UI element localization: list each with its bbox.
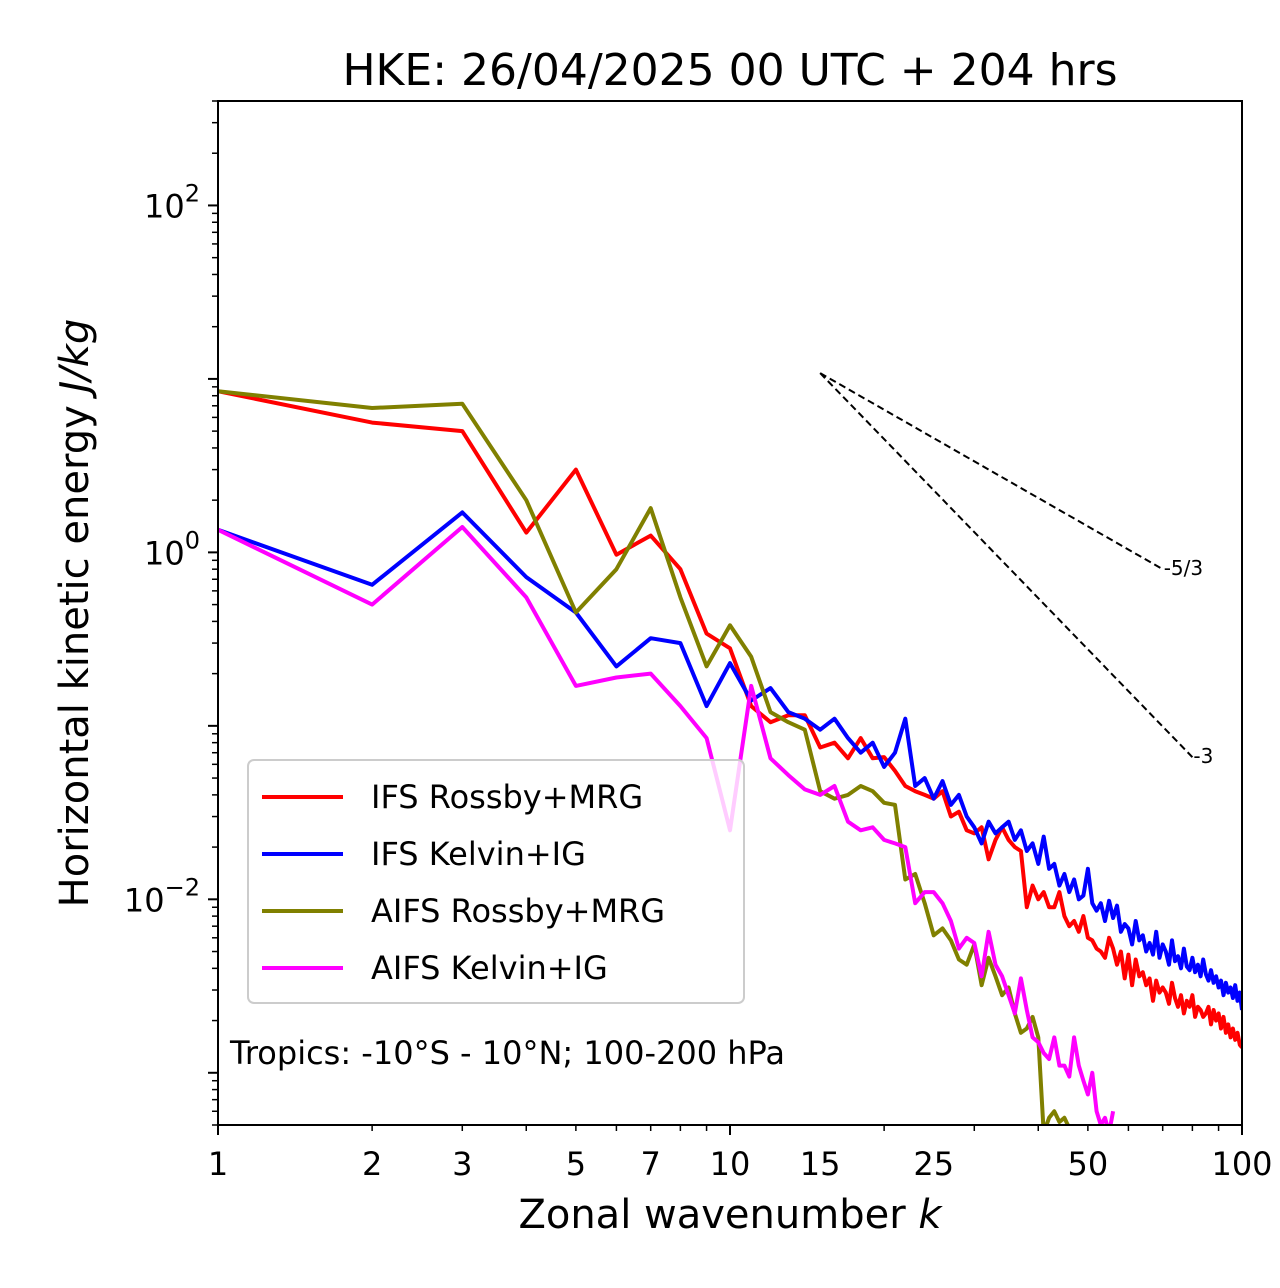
reference-line-1 [819,372,1164,571]
series-line-2 [218,510,1242,1011]
y-tick-label: 100 [144,526,200,572]
legend-label-1: IFS Rossby+MRG [371,778,643,816]
y-tick-label: 10−2 [124,873,200,919]
x-axis-ticks: 1 2 3 5 7 10 15 25 50 100 [208,1125,1273,1183]
reference-line-label-1: -5/3 [1164,556,1203,580]
reference-line-2 [819,372,1194,758]
x-tick-label: 7 [641,1145,661,1183]
x-tick-label: 25 [913,1145,954,1183]
x-tick-label: 15 [800,1145,841,1183]
y-axis-ticks: 10−2 100 102 [124,100,218,1126]
x-tick-label: 3 [452,1145,472,1183]
y-axis-label: Horizontal kinetic energy J/kg [52,319,98,908]
chart-title: HKE: 26/04/2025 00 UTC + 204 hrs [342,45,1117,96]
legend-label-3: AIFS Rossby+MRG [371,892,665,930]
y-tick-label: 102 [144,179,200,225]
legend-frame [247,759,745,1004]
x-tick-label: 1 [208,1145,228,1183]
x-tick-label: 100 [1211,1145,1272,1183]
reference-line-label-2: -3 [1193,744,1213,768]
reference-layer: -5/3 -3 [819,372,1213,768]
x-tick-label: 2 [362,1145,382,1183]
x-tick-label: 5 [566,1145,586,1183]
x-axis-label: Zonal wavenumber k [518,1192,943,1238]
legend-label-4: AIFS Kelvin+IG [371,949,608,987]
legend-label-2: IFS Kelvin+IG [371,835,586,873]
x-tick-label: 50 [1068,1145,1109,1183]
legend: IFS Rossby+MRG IFS Kelvin+IG AIFS Rossby+M… [247,759,745,1004]
x-tick-label: 10 [710,1145,751,1183]
region-annotation: Tropics: -10°S - 10°N; 100-200 hPa [229,1034,785,1072]
